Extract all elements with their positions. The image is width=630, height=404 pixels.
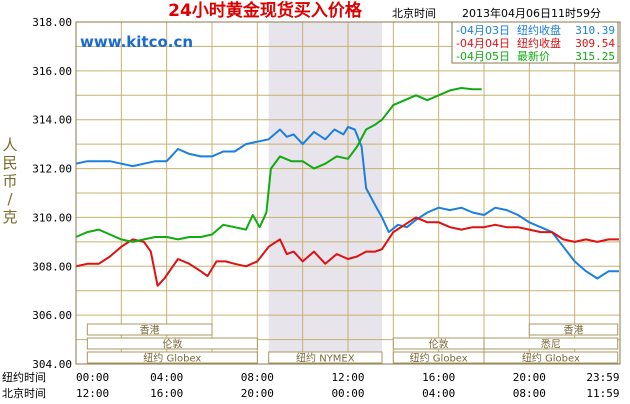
- series-line-2: [75, 216, 619, 287]
- session-bar: [86, 323, 213, 336]
- session-label: 伦敦: [162, 338, 182, 351]
- y-tick-label: 310.00: [32, 211, 72, 224]
- x-row1-tick: 16:00: [422, 371, 455, 384]
- plot-frame: [75, 21, 621, 365]
- session-label: 纽约 NYMEX: [296, 352, 355, 365]
- y-tick-label: 314.00: [32, 114, 72, 127]
- legend-entry-label: 最新价: [517, 49, 550, 63]
- x-row2-tick: 08:00: [513, 387, 546, 400]
- session-label: 纽约 Globex: [143, 352, 201, 365]
- session-label: 纽约 Globex: [410, 352, 468, 365]
- session-label: 纽约 Globex: [522, 352, 580, 365]
- timestamp-label: 北京时间: [392, 6, 436, 20]
- session-label: 香港: [564, 325, 584, 337]
- legend-box: [451, 21, 619, 64]
- session-label: 悉尼: [541, 339, 561, 351]
- session-bar: [86, 351, 258, 364]
- y-tick-label: 316.00: [32, 65, 72, 78]
- x-row1-tick: 23:59: [586, 371, 619, 384]
- y-axis-label: 人民币/克: [2, 136, 17, 226]
- session-bar: [86, 337, 258, 350]
- x-row1-tick: 00:00: [76, 371, 109, 384]
- timestamp-value: 2013年04月06日11时59分: [462, 6, 601, 20]
- legend-entry-label: 纽约收盘: [517, 36, 561, 50]
- y-tick-label: 308.00: [32, 260, 72, 273]
- x-row2-tick: 20:00: [241, 387, 274, 400]
- x-row2-tick: 04:00: [422, 387, 455, 400]
- legend-entry-date: -04月05日: [456, 50, 510, 63]
- legend-entry-date: -04月04日: [456, 37, 510, 50]
- chart-title: 24小时黄金现货买入价格: [168, 0, 363, 21]
- x-row1-tick: 04:00: [150, 371, 183, 384]
- legend-entry-value: 315.25: [575, 50, 615, 63]
- session-bar: [268, 351, 383, 364]
- series-line-1: [75, 126, 619, 280]
- x-row2-label: 北京时间: [2, 386, 46, 400]
- session-bar: [483, 351, 619, 364]
- legend-entry-value: 310.39: [575, 24, 615, 37]
- x-row2-tick: 16:00: [150, 387, 183, 400]
- y-tick-label: 312.00: [32, 163, 72, 176]
- x-row1-tick: 12:00: [331, 371, 364, 384]
- session-bar: [483, 337, 619, 350]
- session-bar: [528, 323, 619, 336]
- x-row1-tick: 20:00: [513, 371, 546, 384]
- session-label: 伦敦: [429, 338, 449, 351]
- y-tick-label: 318.00: [32, 16, 72, 29]
- x-row2-tick: 11:59: [586, 387, 619, 400]
- y-tick-label: 306.00: [32, 309, 72, 322]
- x-row2-tick: 12:00: [76, 387, 109, 400]
- legend-entry-date: -04月03日: [456, 24, 510, 37]
- x-row1-tick: 08:00: [241, 371, 274, 384]
- legend-entry-label: 纽约收盘: [517, 23, 561, 37]
- series-line-3: [75, 87, 482, 243]
- y-tick-label: 304.00: [32, 358, 72, 371]
- x-row1-label: 纽约时间: [2, 370, 46, 384]
- x-row2-tick: 00:00: [331, 387, 364, 400]
- source-label: www.kitco.cn: [80, 33, 193, 51]
- legend-entry-value: 309.54: [575, 37, 615, 50]
- session-label: 香港: [140, 325, 160, 337]
